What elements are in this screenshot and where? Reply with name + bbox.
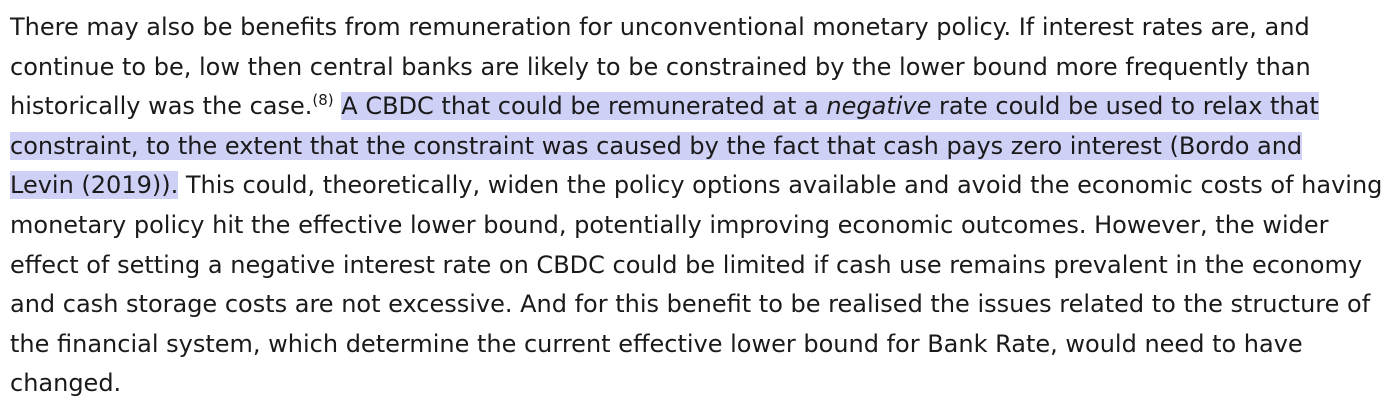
- line-text: historically was the case.: [10, 92, 313, 121]
- line-text: monetary policy hit the effective lower …: [10, 210, 1329, 239]
- text-line: the financial system, which determine th…: [10, 325, 1395, 365]
- line-text: This could, theoretically, widen the pol…: [185, 171, 1383, 200]
- text-line: continue to be, low then central banks a…: [10, 48, 1395, 88]
- text-line: and cash storage costs are not excessive…: [10, 285, 1395, 325]
- text-line: historically was the case.(8) A CBDC tha…: [10, 87, 1395, 127]
- highlighted-text: A CBDC that could be remunerated at a ne…: [341, 92, 1319, 121]
- text-line: effect of setting a negative interest ra…: [10, 246, 1395, 286]
- text-line: monetary policy hit the effective lower …: [10, 206, 1395, 246]
- line-text: continue to be, low then central banks a…: [10, 52, 1311, 81]
- text-line: constraint, to the extent that the const…: [10, 127, 1395, 167]
- line-text: A CBDC that could be remunerated at a: [341, 92, 819, 121]
- line-text: the financial system, which determine th…: [10, 329, 1303, 358]
- highlighted-text: Levin (2019)).: [10, 171, 179, 200]
- line-text: rate could be used to relax that: [939, 92, 1319, 121]
- emphasized-word: negative: [826, 92, 932, 121]
- line-text: effect of setting a negative interest ra…: [10, 250, 1363, 279]
- document-paragraph: There may also be benefits from remunera…: [10, 8, 1395, 404]
- footnote-reference[interactable]: (8): [312, 91, 334, 110]
- line-text: changed.: [10, 369, 122, 398]
- line-text: There may also be benefits from remunera…: [10, 13, 1310, 41]
- highlighted-text: constraint, to the extent that the const…: [10, 131, 1303, 160]
- text-line: There may also be benefits from remunera…: [10, 8, 1395, 48]
- text-line: changed.: [10, 364, 1395, 404]
- text-line: Levin (2019)). This could, theoretically…: [10, 166, 1395, 206]
- line-text: and cash storage costs are not excessive…: [10, 290, 1371, 319]
